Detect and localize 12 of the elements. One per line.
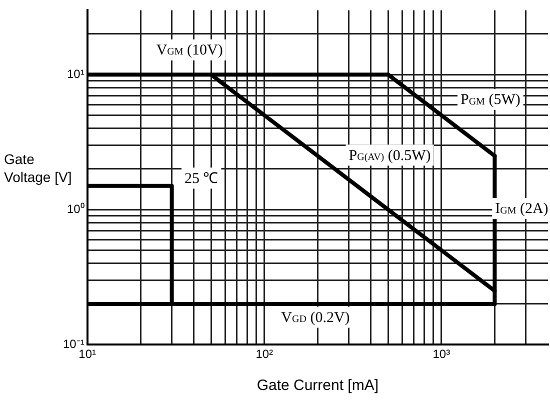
series-label: PGM (5W) bbox=[460, 92, 520, 108]
series-label: PG(AV) (0.5W) bbox=[348, 148, 431, 164]
y-tick-label: 10⁰ bbox=[66, 202, 84, 216]
y-axis-title: Gate Voltage [V] bbox=[4, 150, 73, 186]
x-axis-title: Gate Current [mA] bbox=[256, 377, 379, 394]
series-label: VGM (10V) bbox=[156, 42, 223, 59]
y-tick-label: 10¹ bbox=[67, 66, 84, 81]
x-tick-label: 10³ bbox=[432, 347, 450, 362]
x-tick-label: 10² bbox=[256, 347, 274, 362]
series-label: IGM (2A) bbox=[495, 201, 548, 218]
series-label: 25 ℃ bbox=[184, 170, 218, 187]
series-label: VGD (0.2V) bbox=[281, 310, 350, 326]
